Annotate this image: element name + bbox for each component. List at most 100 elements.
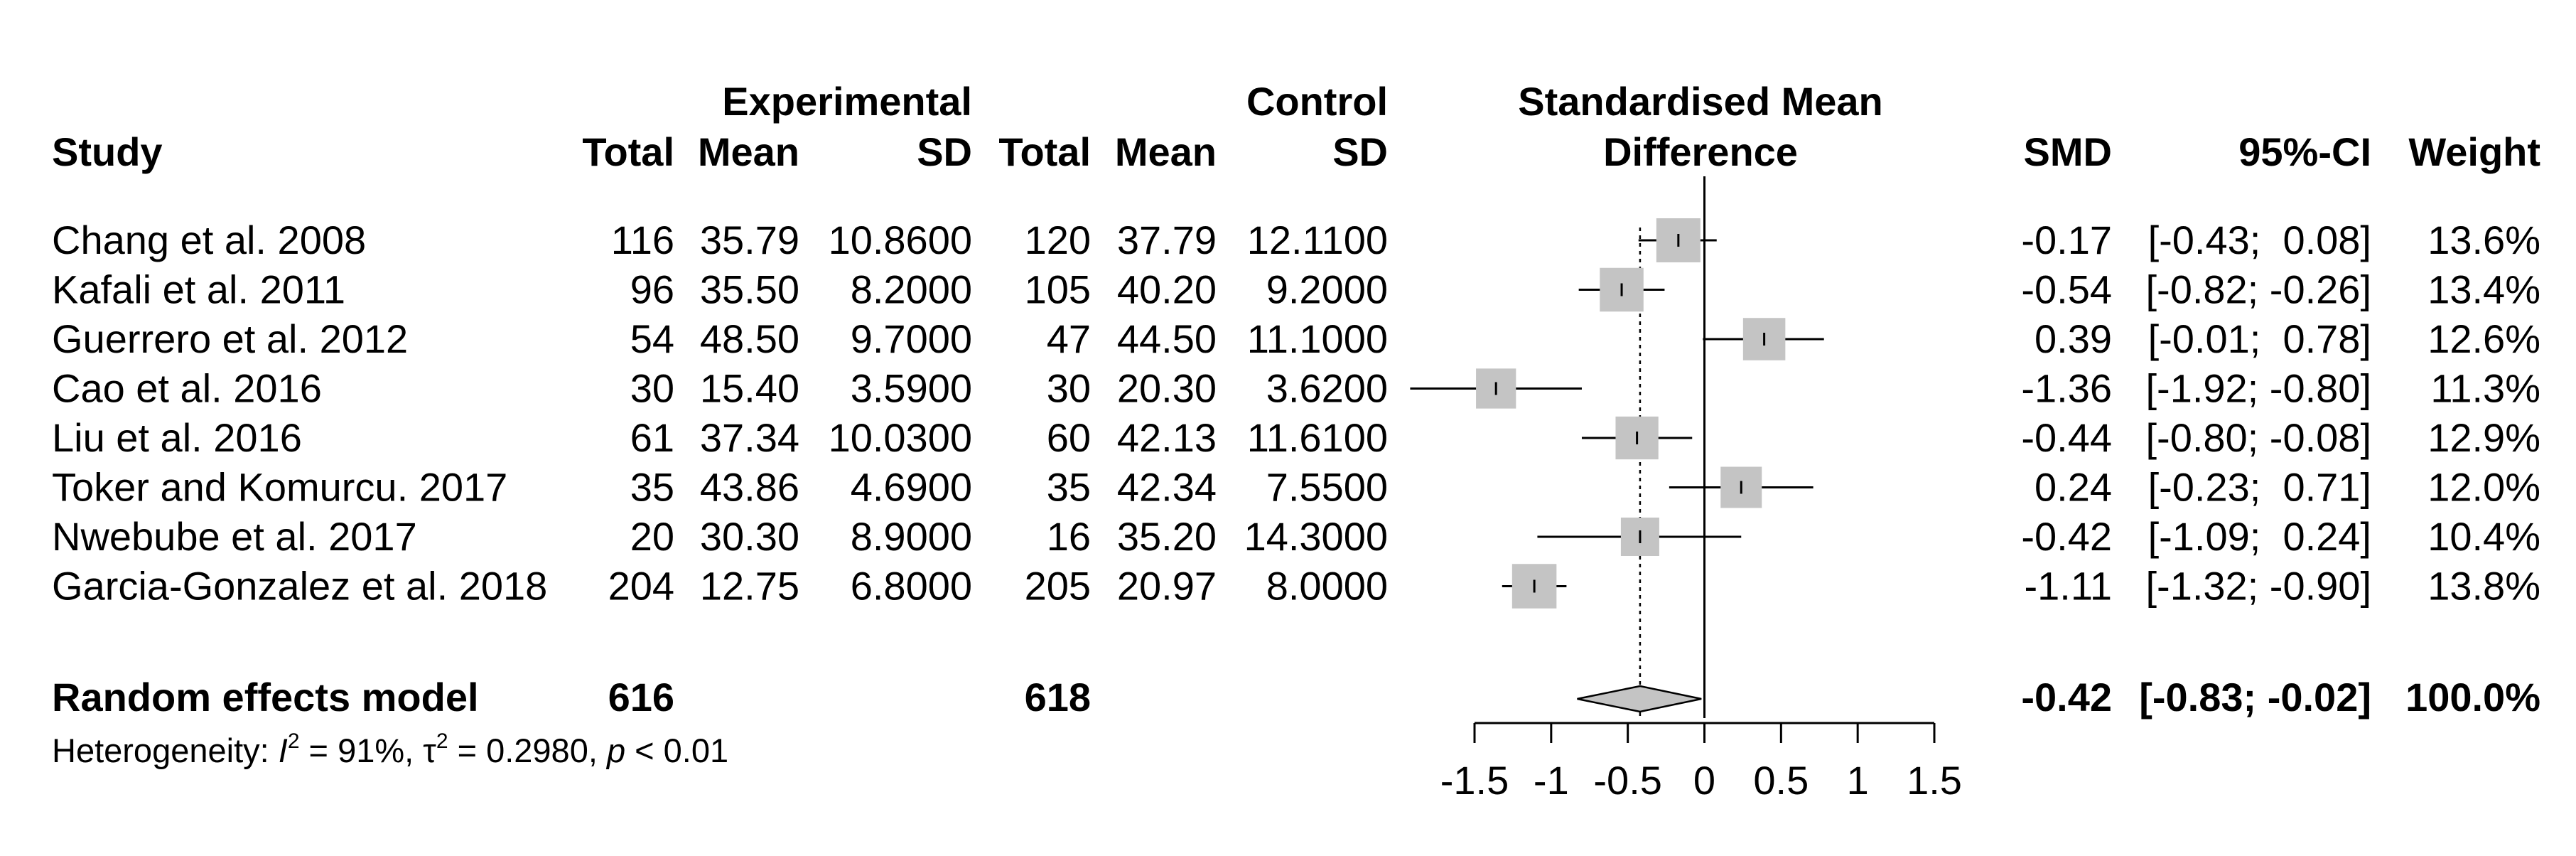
study-row: Toker and Komurcu. 2017 35 43.86 4.6900 35 42…: [52, 465, 2540, 510]
experimental-mean: 35.79: [700, 218, 799, 262]
pooled-label: Random effects model: [52, 675, 479, 719]
header-control-mean: Mean: [1115, 129, 1217, 174]
control-total: 30: [1047, 366, 1091, 411]
control-sd: 12.1100: [1247, 218, 1388, 262]
control-mean: 35.20: [1117, 514, 1217, 559]
study-row: Chang et al. 2008 116 35.79 10.8600 120 37.79…: [52, 218, 2540, 262]
experimental-total: 35: [630, 465, 674, 510]
study-row: Garcia-Gonzalez et al. 2018 204 12.75 6.800…: [52, 564, 2540, 609]
x-axis-tick-label: -1.5: [1440, 758, 1509, 803]
weight-value: 11.3%: [2430, 366, 2540, 411]
smd-value: -1.11: [2025, 564, 2112, 609]
x-axis-tick-label: 0.5: [1753, 758, 1809, 803]
experimental-mean: 48.50: [700, 316, 799, 361]
control-mean: 44.50: [1117, 316, 1217, 361]
experimental-total: 204: [608, 564, 674, 609]
control-sd: 14.3000: [1244, 514, 1388, 559]
study-name: Toker and Komurcu. 2017: [52, 465, 507, 510]
pooled-smd: -0.42: [2021, 675, 2112, 719]
weight-value: 12.0%: [2427, 465, 2540, 510]
control-total: 47: [1047, 316, 1091, 361]
header-study: Study: [52, 129, 163, 174]
study-name: Kafali et al. 2011: [52, 267, 345, 312]
smd-value: -0.44: [2021, 415, 2112, 460]
experimental-mean: 15.40: [700, 366, 799, 411]
header-experimental-sd: SD: [917, 129, 972, 174]
x-axis-tick-label: 1: [1847, 758, 1869, 803]
ci-value: [-0.82; -0.26]: [2145, 267, 2371, 312]
experimental-sd: 10.0300: [829, 415, 972, 460]
control-total: 105: [1025, 267, 1091, 312]
experimental-sd: 10.8600: [829, 218, 972, 262]
header-control: Control: [1246, 79, 1388, 124]
weight-value: 10.4%: [2427, 514, 2540, 559]
ci-value: [-1.09; 0.24]: [2148, 514, 2371, 559]
study-row: Cao et al. 2016 30 15.40 3.5900 30 20.30 3.620…: [52, 366, 2540, 411]
experimental-mean: 35.50: [700, 267, 799, 312]
pooled-experimental-total: 616: [608, 675, 674, 719]
experimental-total: 20: [630, 514, 674, 559]
experimental-total: 30: [630, 366, 674, 411]
study-row: Nwebube et al. 2017 20 30.30 8.9000 16 35.20 1…: [52, 514, 2540, 559]
ci-value: [-0.43; 0.08]: [2148, 218, 2371, 262]
study-name: Nwebube et al. 2017: [52, 514, 417, 559]
experimental-sd: 3.5900: [851, 366, 972, 411]
weight-value: 13.8%: [2427, 564, 2540, 609]
header-experimental-total: Total: [582, 129, 674, 174]
header-control-sd: SD: [1332, 129, 1388, 174]
heterogeneity-text: Heterogeneity: I2 = 91%, τ2 = 0.2980, p …: [52, 729, 728, 769]
control-mean: 42.34: [1117, 465, 1217, 510]
study-name: Chang et al. 2008: [52, 218, 366, 262]
header-experimental-mean: Mean: [698, 129, 799, 174]
experimental-total: 96: [630, 267, 674, 312]
study-name: Liu et al. 2016: [52, 415, 302, 460]
header-smd: SMD: [2024, 129, 2112, 174]
pooled-weight: 100.0%: [2405, 675, 2540, 719]
smd-value: 0.24: [2035, 465, 2112, 510]
header-weight: Weight: [2408, 129, 2540, 174]
study-name: Garcia-Gonzalez et al. 2018: [52, 564, 547, 609]
weight-value: 13.6%: [2427, 218, 2540, 262]
ci-value: [-1.32; -0.90]: [2145, 564, 2371, 609]
control-mean: 20.97: [1117, 564, 1217, 609]
control-sd: 3.6200: [1266, 366, 1388, 411]
experimental-sd: 8.2000: [851, 267, 972, 312]
pooled-diamond: [1577, 685, 1702, 713]
control-sd: 9.2000: [1266, 267, 1388, 312]
control-mean: 20.30: [1117, 366, 1217, 411]
ci-value: [-1.92; -0.80]: [2145, 366, 2371, 411]
experimental-mean: 30.30: [700, 514, 799, 559]
weight-value: 12.9%: [2427, 415, 2540, 460]
x-axis-tick-label: -1: [1534, 758, 1569, 803]
smd-value: 0.39: [2035, 316, 2112, 361]
control-mean: 40.20: [1117, 267, 1217, 312]
experimental-mean: 12.75: [700, 564, 799, 609]
experimental-total: 54: [630, 316, 674, 361]
experimental-mean: 37.34: [700, 415, 799, 460]
header-smd-title: Standardised Mean: [1518, 79, 1882, 124]
control-total: 60: [1047, 415, 1091, 460]
control-sd: 11.6100: [1247, 415, 1388, 460]
study-name: Guerrero et al. 2012: [52, 316, 408, 361]
study-row: Guerrero et al. 2012 54 48.50 9.7000 47 44.50…: [52, 316, 2540, 361]
experimental-sd: 6.8000: [851, 564, 972, 609]
control-total: 16: [1047, 514, 1091, 559]
smd-value: -0.42: [2021, 514, 2112, 559]
weight-value: 12.6%: [2427, 316, 2540, 361]
control-total: 205: [1025, 564, 1091, 609]
experimental-sd: 9.7000: [851, 316, 972, 361]
study-name: Cao et al. 2016: [52, 366, 322, 411]
control-mean: 42.13: [1117, 415, 1217, 460]
pooled-ci: [-0.83; -0.02]: [2139, 675, 2371, 719]
experimental-mean: 43.86: [700, 465, 799, 510]
control-mean: 37.79: [1117, 218, 1217, 262]
smd-value: -0.17: [2021, 218, 2112, 262]
ci-value: [-0.01; 0.78]: [2148, 316, 2371, 361]
smd-value: -0.54: [2021, 267, 2112, 312]
experimental-sd: 4.6900: [851, 465, 972, 510]
control-sd: 11.1000: [1247, 316, 1388, 361]
header-control-total: Total: [998, 129, 1091, 174]
smd-value: -1.36: [2021, 366, 2112, 411]
weight-value: 13.4%: [2427, 267, 2540, 312]
